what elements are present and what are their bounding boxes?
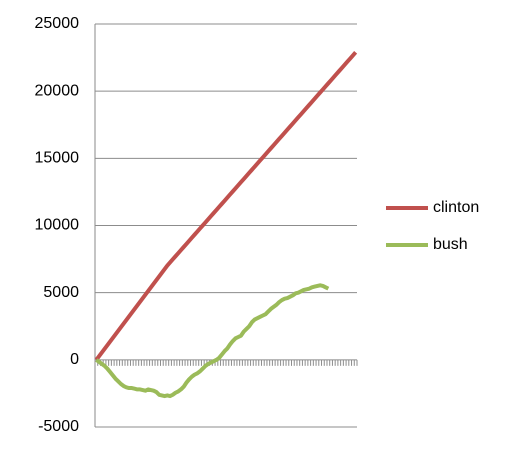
legend-label: bush bbox=[433, 236, 468, 253]
y-tick-label: 10000 bbox=[35, 217, 80, 234]
y-tick-label: -5000 bbox=[38, 418, 79, 435]
y-tick-label: 15000 bbox=[35, 150, 80, 167]
line-series bbox=[95, 283, 330, 399]
y-tick-label: 25000 bbox=[35, 15, 80, 32]
y-tick-label: 0 bbox=[70, 351, 79, 368]
legend-label: clinton bbox=[433, 199, 479, 216]
line-series bbox=[94, 51, 358, 362]
y-tick-label: 5000 bbox=[43, 284, 79, 301]
y-tick-label: 20000 bbox=[35, 82, 80, 99]
